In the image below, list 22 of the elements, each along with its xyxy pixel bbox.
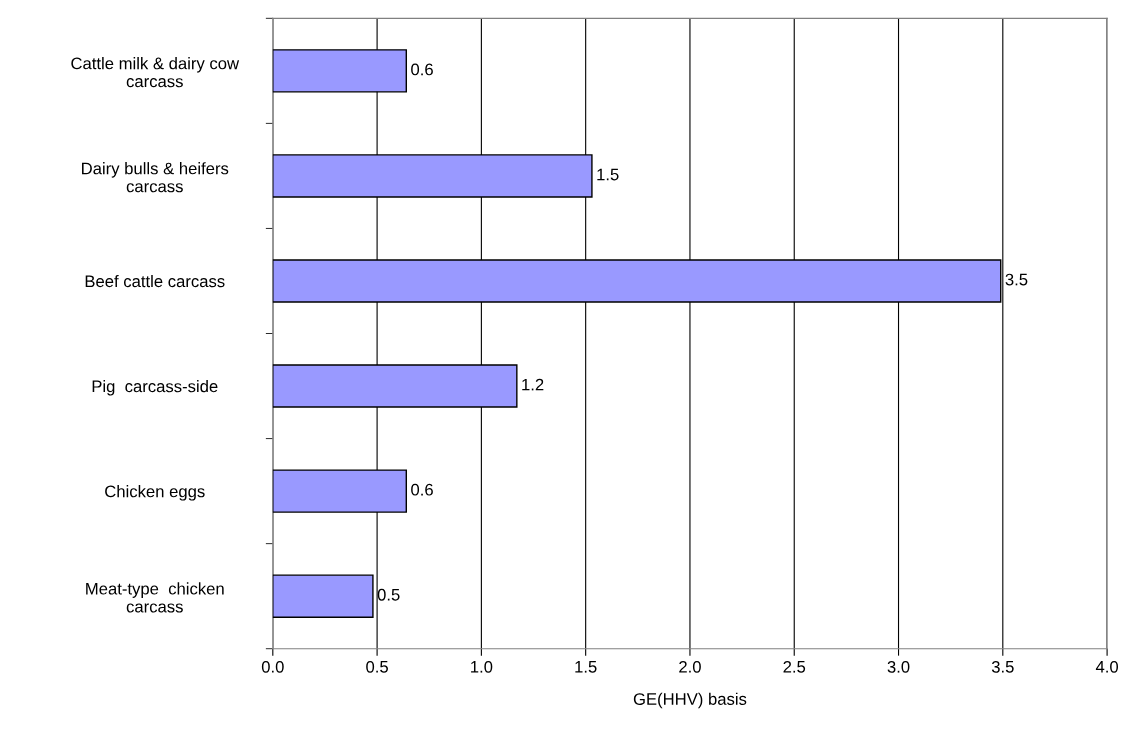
data-label: 0.6 xyxy=(411,63,433,76)
x-tick-label: 2.5 xyxy=(783,660,806,673)
data-label: 1.2 xyxy=(522,378,544,391)
x-tick-label: 1.0 xyxy=(471,660,493,673)
y-tick-label: Meat-type chicken carcass xyxy=(86,582,224,613)
x-tick-label: 3.5 xyxy=(991,660,1014,673)
data-label: 1.5 xyxy=(597,168,619,181)
y-tick-label: Pig carcass-side xyxy=(92,380,218,396)
data-label: 3.5 xyxy=(1005,273,1028,286)
y-tick-label: Dairy bulls & heifers carcass xyxy=(82,162,229,193)
x-tick-label: 2.0 xyxy=(679,660,701,673)
x-tick-label: 4.0 xyxy=(1095,660,1119,673)
y-tick-label: Chicken eggs xyxy=(105,485,205,501)
y-tick-label: Cattle milk & dairy cow carcass xyxy=(71,57,240,88)
x-tick-label: 1.5 xyxy=(575,661,597,673)
x-tick-label: 3.0 xyxy=(887,660,910,673)
x-tick-label: 0.5 xyxy=(366,660,388,673)
data-label: 0.6 xyxy=(411,483,433,496)
x-tick-label: 0.0 xyxy=(261,660,284,673)
x-axis-title: GE(HHV) basis xyxy=(633,692,747,709)
y-tick-label: Beef cattle carcass xyxy=(85,274,225,288)
bar xyxy=(272,574,374,618)
